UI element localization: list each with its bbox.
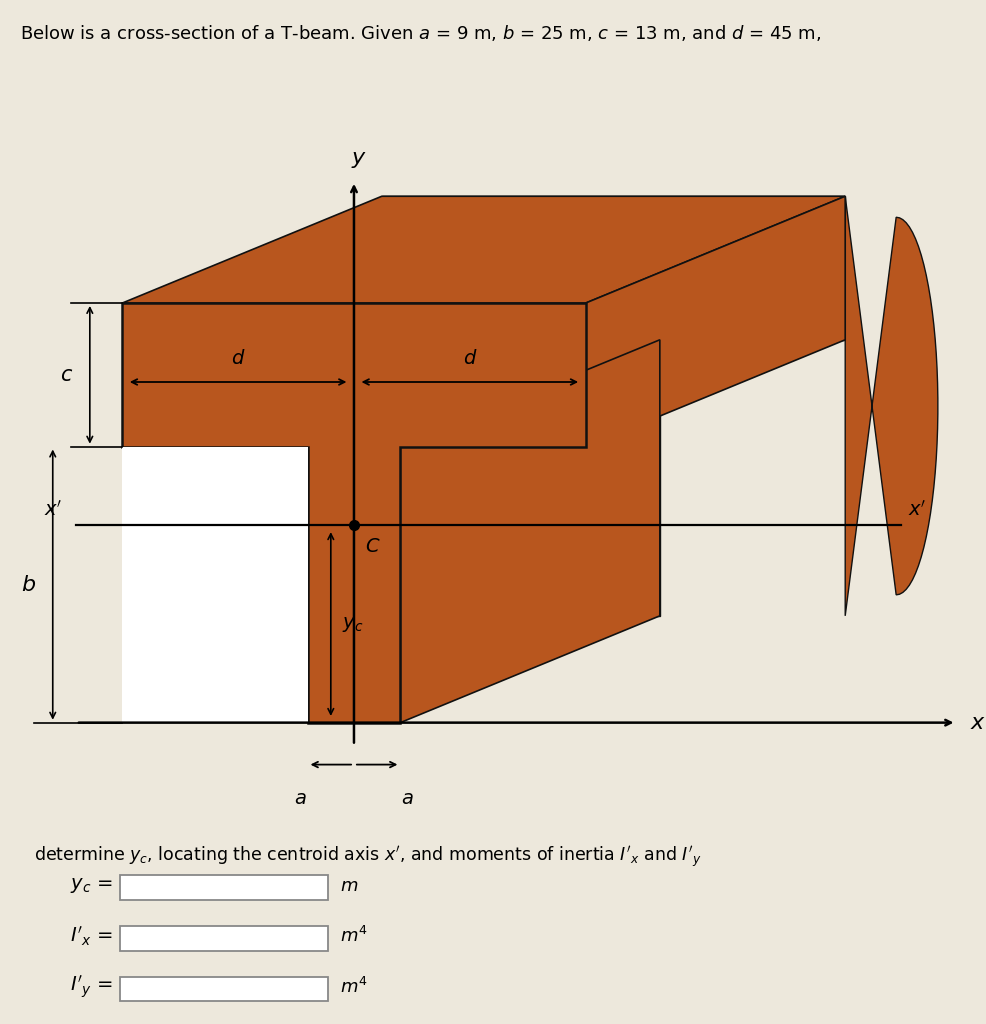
Polygon shape	[400, 340, 660, 723]
Text: $d$: $d$	[231, 349, 246, 369]
Text: $x'$: $x'$	[43, 500, 62, 520]
Text: $m^4$: $m^4$	[340, 927, 368, 946]
Polygon shape	[845, 197, 938, 615]
Polygon shape	[122, 197, 845, 303]
Text: $x$: $x$	[970, 713, 986, 732]
Text: $m$: $m$	[340, 877, 358, 895]
Text: $b$: $b$	[21, 574, 36, 595]
Polygon shape	[382, 197, 845, 615]
Text: $I'_x$ =: $I'_x$ =	[70, 925, 113, 948]
Text: $d$: $d$	[462, 349, 477, 369]
Text: $m^4$: $m^4$	[340, 977, 368, 997]
FancyBboxPatch shape	[120, 926, 328, 951]
Text: $a$: $a$	[294, 790, 307, 808]
Text: $a$: $a$	[401, 790, 414, 808]
Text: $y$: $y$	[351, 150, 367, 170]
Text: $c$: $c$	[60, 365, 73, 385]
FancyBboxPatch shape	[120, 876, 328, 900]
Text: $x'$: $x'$	[286, 501, 303, 519]
Polygon shape	[122, 303, 586, 723]
Text: $y_c$ =: $y_c$ =	[70, 877, 113, 895]
Text: Below is a cross-section of a T-beam. Given $a$ = 9 m, $b$ = 25 m, $c$ = 13 m, a: Below is a cross-section of a T-beam. Gi…	[20, 24, 821, 43]
Text: determine $y_c$, locating the centroid axis $x'$, and moments of inertia $I'_x$ : determine $y_c$, locating the centroid a…	[35, 845, 702, 870]
Polygon shape	[122, 446, 308, 723]
FancyBboxPatch shape	[120, 977, 328, 1001]
Text: $y_c$: $y_c$	[342, 614, 363, 634]
Text: $I'_y$ =: $I'_y$ =	[70, 974, 113, 1000]
Text: $C$: $C$	[365, 537, 381, 556]
Polygon shape	[586, 197, 845, 446]
Text: $x'$: $x'$	[908, 500, 927, 520]
